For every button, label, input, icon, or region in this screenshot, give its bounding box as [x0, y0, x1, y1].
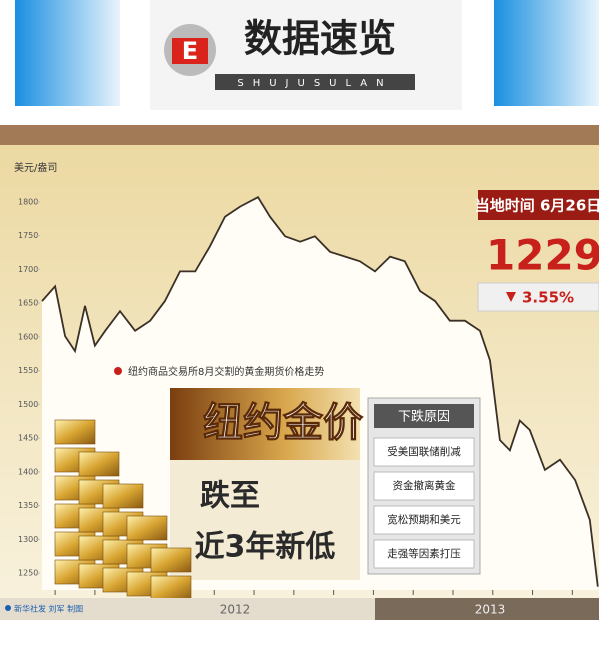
y-tick-label: 1500	[18, 400, 38, 409]
down-arrow	[506, 292, 516, 302]
year-label: 2013	[475, 603, 506, 617]
logo-letter: E	[182, 37, 198, 65]
chart-topbar	[0, 125, 599, 145]
year-band-2012	[0, 598, 375, 620]
line	[41, 196, 599, 587]
header-deco	[15, 0, 120, 106]
y-tick-label: 1250	[18, 569, 38, 578]
y-tick-label: 1650	[18, 299, 38, 308]
panel-title: 纽约金价	[203, 400, 363, 446]
subtitle-bar	[215, 74, 415, 90]
year-band-2013	[375, 598, 599, 620]
gold-bars	[54, 419, 192, 601]
reason-bg	[373, 437, 475, 467]
panel-subtitle: 跌至	[200, 479, 260, 514]
y-tick-label: 1600	[18, 332, 38, 341]
y-axis-label: 美元/盎司	[14, 161, 57, 174]
price: 1229.8	[486, 231, 599, 280]
caption-dot	[114, 367, 122, 375]
change: 3.55%	[522, 289, 574, 307]
reason: 走强等因素打压	[387, 547, 461, 560]
gold-bar	[78, 451, 120, 477]
reason-bg	[373, 471, 475, 501]
source: 新华社发 刘军 制图	[14, 604, 83, 614]
header-deco	[494, 0, 599, 106]
change-box	[477, 282, 599, 312]
panel-subtitle: 近3年新低	[195, 530, 336, 565]
gold-bar	[150, 575, 192, 601]
gold-bar	[150, 547, 192, 573]
price-box: 当地时间 6月26日 1229.8 3.55%	[475, 190, 599, 312]
year-label: 2012	[220, 603, 251, 617]
date-label: 当地时间 6月26日	[475, 197, 599, 215]
title-banner	[170, 388, 360, 460]
y-tick-label: 1450	[18, 434, 38, 443]
y-tick-label: 1750	[18, 231, 38, 240]
source-dot	[5, 605, 11, 611]
date-box	[478, 190, 599, 220]
gold-bar	[54, 419, 96, 445]
reason: 资金撤离黄金	[393, 479, 456, 492]
subtitle-bg	[170, 460, 360, 580]
reason: 受美国联储削减	[387, 445, 461, 458]
caption: 纽约商品交易所8月交割的黄金期货价格走势	[128, 365, 324, 378]
reasons-title-bg	[374, 404, 474, 428]
header-subtitle: SHUJUSULAN	[237, 78, 392, 89]
reason: 宽松预期和美元	[387, 513, 461, 526]
y-tick-label: 1350	[18, 501, 38, 510]
y-tick-label: 1700	[18, 265, 38, 274]
logo-e	[172, 38, 208, 64]
overlay-panel: 纽约商品交易所8月交割的黄金期货价格走势 纽约金价 跌至 近3年新低 下跌原因 …	[54, 365, 481, 601]
gold-bar	[102, 483, 144, 509]
header-title: 数据速览	[244, 16, 396, 61]
reasons-title: 下跌原因	[398, 409, 450, 425]
reason-bg	[373, 539, 475, 569]
y-tick-label: 1300	[18, 535, 38, 544]
y-tick-label: 1550	[18, 366, 38, 375]
y-tick-label: 1800	[18, 197, 38, 206]
y-tick-label: 1400	[18, 467, 38, 476]
reason-bg	[373, 505, 475, 535]
gold-bar	[126, 515, 168, 541]
